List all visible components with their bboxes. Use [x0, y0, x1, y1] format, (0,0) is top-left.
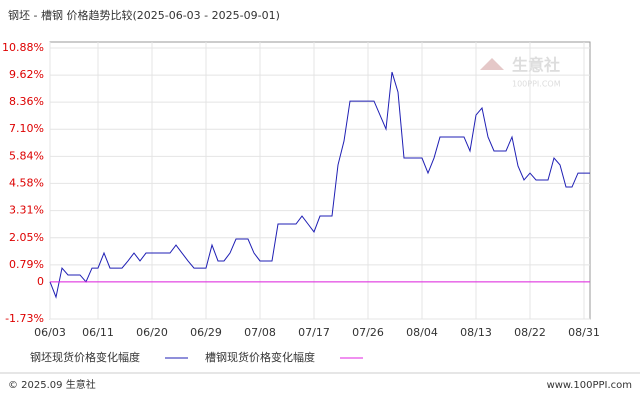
y-tick-label: -1.73% — [5, 312, 44, 325]
x-tick-label: 08/31 — [568, 326, 600, 339]
legend-label: 钢坯现货价格变化幅度 — [30, 350, 140, 364]
y-tick-label: 7.10% — [9, 122, 44, 135]
x-tick-label: 07/17 — [298, 326, 330, 339]
watermark: 生意社 — [512, 56, 560, 75]
x-tick-label: 06/11 — [82, 326, 114, 339]
x-tick-label: 06/03 — [34, 326, 66, 339]
y-tick-label: 4.58% — [9, 176, 44, 189]
footer-left: © 2025.09 生意社 — [8, 378, 96, 391]
x-tick-label: 08/13 — [460, 326, 492, 339]
watermark-icon — [480, 58, 504, 70]
footer-right: www.100PPI.com — [547, 380, 632, 391]
chart-title: 钢坯 - 槽钢 价格趋势比较(2025-06-03 - 2025-09-01) — [8, 8, 280, 22]
x-tick-label: 06/29 — [190, 326, 222, 339]
x-tick-label: 07/26 — [352, 326, 384, 339]
x-tick-label: 08/04 — [406, 326, 438, 339]
y-tick-label: 5.84% — [9, 149, 44, 162]
x-tick-label: 08/22 — [514, 326, 546, 339]
y-tick-label: 0 — [37, 275, 44, 288]
x-tick-label: 07/08 — [244, 326, 276, 339]
y-tick-label: 3.31% — [9, 204, 44, 217]
y-tick-label: 8.36% — [9, 95, 44, 108]
y-tick-label: 2.05% — [9, 231, 44, 244]
legend-label: 槽钢现货价格变化幅度 — [205, 350, 315, 364]
series-line — [49, 71, 590, 299]
x-tick-label: 06/20 — [136, 326, 168, 339]
y-tick-label: 9.62% — [9, 68, 44, 81]
y-tick-label: 0.79% — [9, 258, 44, 271]
y-tick-label: 10.88% — [2, 41, 44, 54]
watermark: 100PPI.COM — [512, 80, 561, 89]
